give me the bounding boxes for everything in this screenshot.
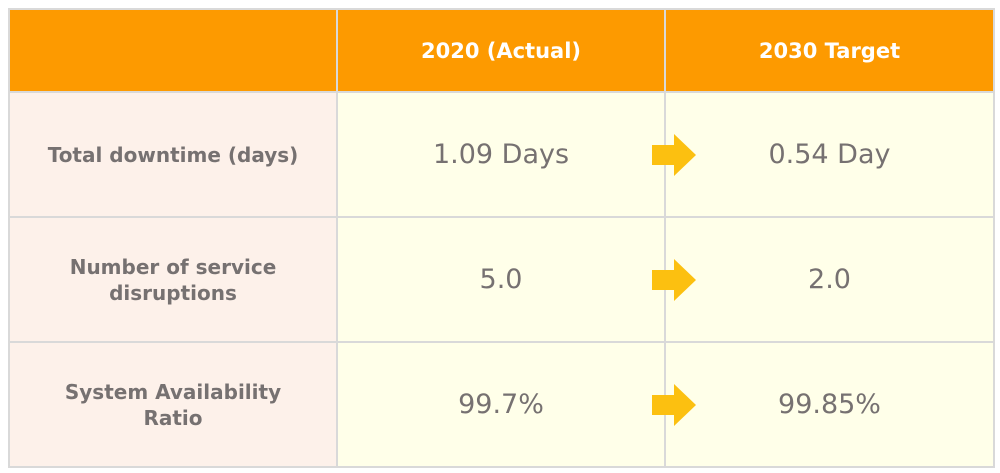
- header-cell-metric: [8, 8, 338, 93]
- value-target: 99.85%: [778, 389, 881, 420]
- table-row: Number of service disruptions 5.0 2.0: [8, 216, 995, 343]
- kpi-table: 2020 (Actual) 2030 Target Total downtime…: [8, 8, 995, 468]
- value-target-cell: 2.0: [652, 216, 995, 343]
- row-label: System Availability Ratio: [8, 341, 338, 468]
- header-cell-target: 2030 Target: [664, 8, 995, 93]
- header-cell-actual: 2020 (Actual): [336, 8, 666, 93]
- value-target: 2.0: [808, 264, 851, 295]
- value-target: 0.54 Day: [768, 139, 891, 170]
- row-label: Number of service disruptions: [8, 216, 338, 343]
- value-actual: 99.7%: [336, 341, 666, 468]
- value-actual: 5.0: [336, 216, 666, 343]
- table-row: System Availability Ratio 99.7% 99.85%: [8, 341, 995, 468]
- header-row: 2020 (Actual) 2030 Target: [8, 8, 995, 93]
- right-arrow-icon: [652, 258, 696, 301]
- table-row: Total downtime (days) 1.09 Days 0.54 Day: [8, 91, 995, 218]
- value-actual: 1.09 Days: [336, 91, 666, 218]
- value-target-cell: 0.54 Day: [652, 91, 995, 218]
- right-arrow-icon: [652, 383, 696, 426]
- value-target-cell: 99.85%: [652, 341, 995, 468]
- row-label: Total downtime (days): [8, 91, 338, 218]
- right-arrow-icon: [652, 133, 696, 176]
